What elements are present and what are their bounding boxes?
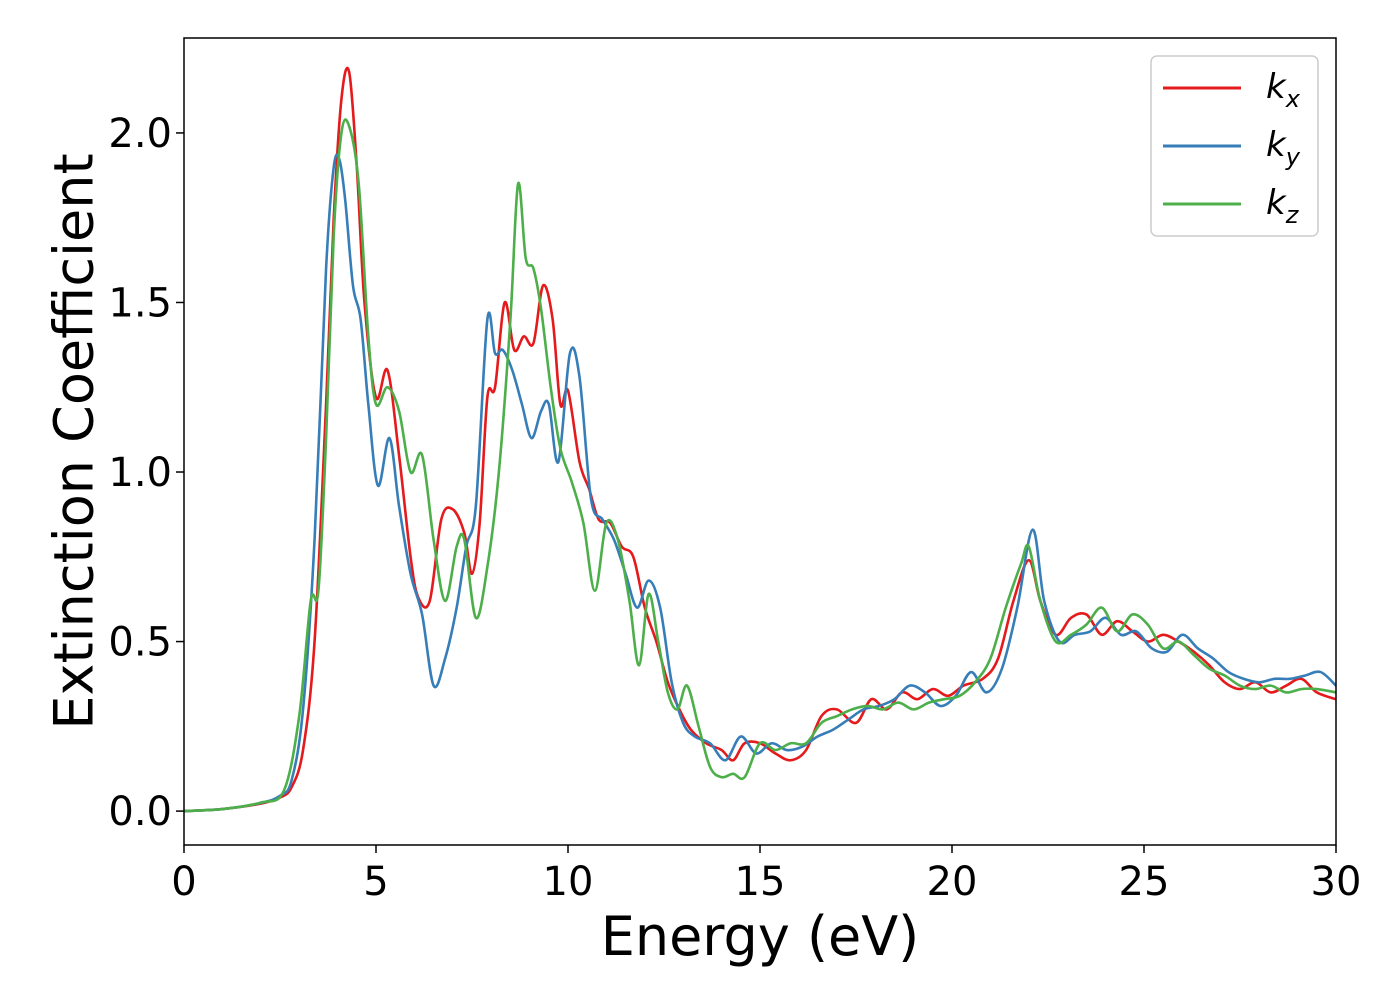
x-tick-label: 25 [1119,859,1170,905]
y-tick-label: 1.0 [108,450,172,496]
legend-label-k-y: ky [1266,125,1301,171]
x-axis: 0 5 10 15 20 25 30 [171,845,1361,905]
x-axis-title: Energy (eV) [601,905,920,968]
x-tick-label: 20 [927,859,978,905]
legend-label-base: k [1266,125,1287,165]
x-tick-label: 15 [735,859,786,905]
y-tick-label: 2.0 [108,111,172,157]
x-tick-label: 10 [543,859,594,905]
series-line-k-z [184,118,1336,813]
x-tick-label: 30 [1311,859,1362,905]
x-tick-label: 5 [363,859,388,905]
y-tick-label: 0.0 [108,789,172,835]
legend-label-subscript: x [1285,85,1301,113]
series-line-k-y [184,153,1336,813]
y-axis-title: Extinction Coefficient [43,153,106,729]
legend-label-k-z: kz [1266,183,1300,229]
y-tick-label: 1.5 [108,280,172,326]
series-layer [184,66,1336,813]
legend-label-base: k [1266,67,1287,107]
legend-label-base: k [1266,183,1287,223]
y-axis: 0.0 0.5 1.0 1.5 2.0 [108,111,184,835]
legend-label-subscript: y [1285,143,1301,171]
y-tick-label: 0.5 [108,620,172,666]
legend-label-subscript: z [1285,201,1300,229]
legend-label-k-x: kx [1266,67,1301,113]
x-tick-label: 0 [171,859,196,905]
